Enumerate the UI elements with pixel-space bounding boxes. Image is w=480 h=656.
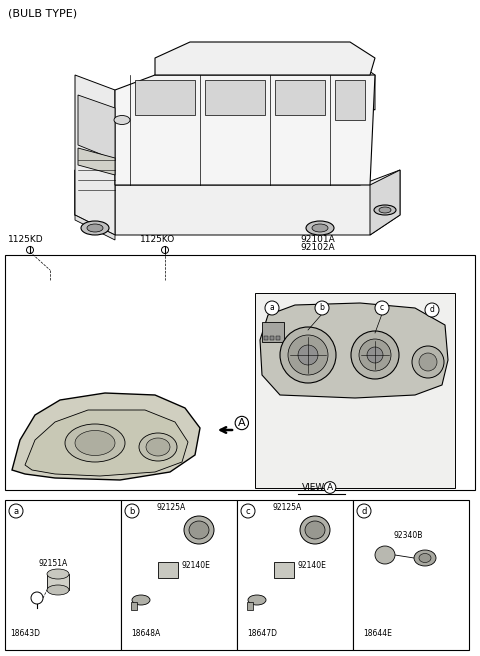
Text: A: A [327, 483, 333, 492]
Text: (BULB TYPE): (BULB TYPE) [8, 8, 77, 18]
Bar [353, 500, 469, 650]
Polygon shape [205, 80, 265, 115]
Bar [274, 562, 294, 578]
Ellipse shape [75, 430, 115, 455]
Text: 18643D: 18643D [10, 629, 40, 638]
Ellipse shape [132, 595, 150, 605]
Bar [47, 574, 69, 590]
Text: 92340B: 92340B [393, 531, 423, 540]
Polygon shape [260, 303, 448, 398]
Bar [270, 336, 274, 340]
Text: 18648A: 18648A [132, 629, 161, 638]
Polygon shape [78, 95, 115, 160]
Bar [264, 336, 268, 340]
Ellipse shape [47, 585, 69, 595]
Polygon shape [275, 80, 325, 115]
Polygon shape [155, 58, 375, 110]
Ellipse shape [47, 569, 69, 579]
Polygon shape [370, 170, 400, 235]
Ellipse shape [300, 516, 330, 544]
Text: b: b [320, 304, 324, 312]
Ellipse shape [139, 433, 177, 461]
Circle shape [280, 327, 336, 383]
Circle shape [265, 301, 279, 315]
Circle shape [412, 346, 444, 378]
Ellipse shape [375, 546, 395, 564]
Ellipse shape [306, 221, 334, 235]
Bar [131, 602, 137, 610]
Bar [158, 562, 178, 578]
Ellipse shape [65, 424, 125, 462]
Bar [262, 322, 284, 342]
Ellipse shape [419, 554, 431, 562]
Text: 92140E: 92140E [297, 561, 326, 570]
Bar [121, 500, 237, 650]
Ellipse shape [374, 205, 396, 215]
Text: 92102A: 92102A [300, 243, 335, 252]
Circle shape [367, 347, 383, 363]
Circle shape [425, 303, 439, 317]
Text: c: c [246, 506, 250, 516]
Polygon shape [75, 170, 115, 235]
Circle shape [375, 301, 389, 315]
Bar [237, 500, 353, 650]
Bar [5, 500, 121, 650]
Circle shape [125, 504, 139, 518]
Text: A: A [238, 418, 246, 428]
Ellipse shape [184, 516, 214, 544]
Ellipse shape [414, 550, 436, 566]
Ellipse shape [305, 521, 325, 539]
Polygon shape [115, 75, 375, 185]
Ellipse shape [114, 115, 130, 125]
Circle shape [241, 504, 255, 518]
Circle shape [288, 335, 328, 375]
Ellipse shape [81, 221, 109, 235]
Ellipse shape [379, 207, 391, 213]
Text: 1125KO: 1125KO [140, 235, 175, 244]
Text: 18644E: 18644E [363, 629, 393, 638]
Polygon shape [155, 42, 375, 75]
Bar [247, 602, 253, 610]
Text: 92125A: 92125A [156, 503, 186, 512]
Circle shape [298, 345, 318, 365]
Text: a: a [13, 506, 19, 516]
Polygon shape [135, 80, 195, 115]
Polygon shape [78, 148, 115, 175]
Bar [276, 336, 280, 340]
Polygon shape [12, 393, 200, 480]
Circle shape [9, 504, 23, 518]
Circle shape [351, 331, 399, 379]
Text: 1125KD: 1125KD [8, 235, 44, 244]
Ellipse shape [312, 224, 328, 232]
Text: 92140E: 92140E [181, 561, 210, 570]
Text: d: d [361, 506, 367, 516]
Text: b: b [129, 506, 135, 516]
Text: VIEW: VIEW [302, 483, 325, 492]
Ellipse shape [248, 595, 266, 605]
Text: d: d [430, 306, 434, 314]
Bar [255, 293, 455, 488]
Text: 92125A: 92125A [272, 503, 301, 512]
Circle shape [419, 353, 437, 371]
Polygon shape [335, 80, 365, 120]
Ellipse shape [87, 224, 103, 232]
Polygon shape [75, 75, 115, 235]
Bar [5, 255, 475, 490]
Text: 92151A: 92151A [38, 559, 68, 568]
Text: 18647D: 18647D [247, 629, 277, 638]
Circle shape [359, 339, 391, 371]
Polygon shape [25, 410, 188, 476]
Text: 92101A: 92101A [300, 235, 335, 244]
Text: c: c [380, 304, 384, 312]
Ellipse shape [146, 438, 170, 456]
Polygon shape [75, 170, 400, 235]
Circle shape [315, 301, 329, 315]
Circle shape [357, 504, 371, 518]
Polygon shape [75, 215, 115, 240]
Text: a: a [270, 304, 275, 312]
Ellipse shape [189, 521, 209, 539]
